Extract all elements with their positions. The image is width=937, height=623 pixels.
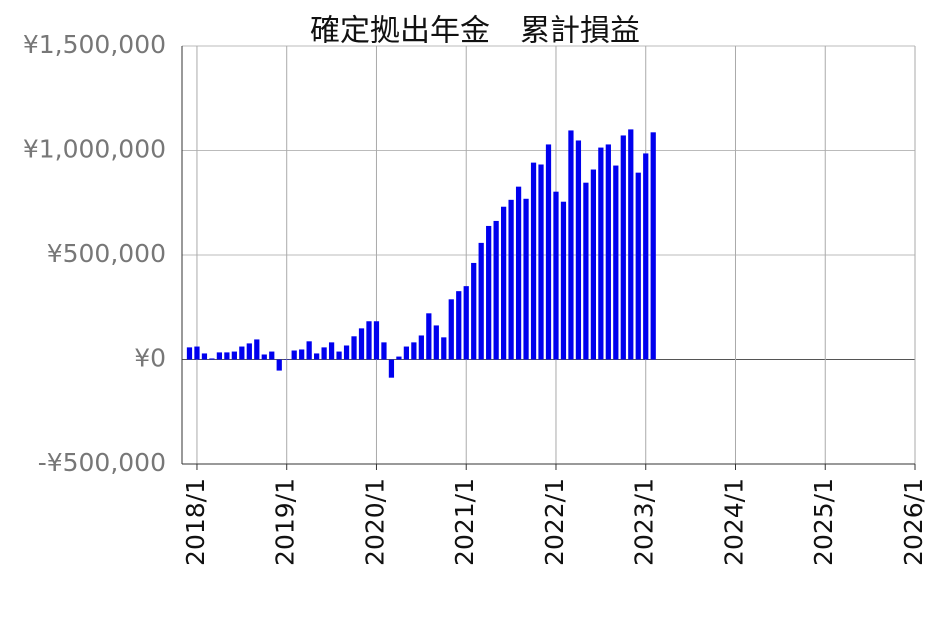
x-tick-label: 2018/1 — [181, 478, 210, 566]
bar — [403, 346, 410, 360]
bar — [456, 291, 462, 360]
bar — [501, 206, 507, 360]
bar — [201, 353, 208, 360]
bar — [358, 328, 365, 360]
bar — [314, 353, 320, 360]
bar — [478, 242, 484, 360]
y-tick-label: ¥1,000,000 — [23, 135, 166, 164]
bar — [194, 346, 200, 360]
bar — [553, 191, 559, 360]
bar — [441, 337, 447, 360]
bar — [650, 132, 656, 360]
bar — [493, 220, 499, 360]
bar — [351, 336, 357, 360]
bar — [321, 347, 327, 360]
bar — [433, 325, 439, 360]
y-tick-label: ¥0 — [134, 344, 166, 373]
x-tick-label: 2026/1 — [899, 478, 928, 566]
bar — [590, 169, 596, 360]
x-tick-label: 2024/1 — [719, 478, 748, 566]
bar — [396, 356, 402, 360]
bar — [336, 351, 342, 360]
bar — [538, 164, 544, 360]
y-tick-label: ¥500,000 — [47, 239, 166, 268]
x-tick-label: 2025/1 — [809, 478, 838, 566]
bar — [381, 342, 387, 360]
bar — [299, 349, 305, 360]
bar — [583, 182, 589, 360]
bar — [269, 351, 275, 360]
bar — [598, 147, 604, 360]
bar — [254, 339, 260, 360]
bar — [418, 335, 424, 360]
y-tick-label: -¥500,000 — [38, 448, 166, 477]
bar — [216, 352, 223, 360]
bar — [276, 359, 282, 371]
bar — [388, 359, 395, 378]
bar — [291, 350, 297, 360]
bar — [366, 321, 372, 360]
bar — [523, 198, 529, 360]
bar — [568, 130, 574, 360]
x-tick-label: 2019/1 — [271, 478, 300, 566]
bar — [209, 358, 215, 360]
bar — [239, 346, 245, 360]
x-tick-label: 2020/1 — [360, 478, 389, 566]
bar — [620, 135, 626, 360]
bar — [486, 225, 492, 360]
bar — [343, 345, 350, 360]
bar — [545, 144, 552, 360]
x-tick-label: 2022/1 — [540, 478, 569, 566]
bar — [463, 286, 469, 360]
bar — [186, 347, 193, 360]
bar — [246, 343, 252, 360]
x-tick-label: 2023/1 — [630, 478, 659, 566]
y-tick-label: ¥1,500,000 — [23, 30, 166, 59]
bar — [515, 186, 522, 360]
bar — [613, 165, 619, 360]
bar — [328, 342, 335, 360]
bar — [605, 144, 611, 360]
bar — [635, 172, 641, 360]
bar — [643, 153, 649, 360]
bar — [373, 321, 380, 360]
bar — [628, 129, 634, 360]
bar — [508, 199, 514, 360]
bar — [426, 313, 432, 360]
x-tick-label: 2021/1 — [450, 478, 479, 566]
bar — [231, 351, 237, 360]
bar — [530, 162, 537, 360]
bar — [560, 201, 567, 360]
bar — [471, 262, 477, 360]
bar — [575, 140, 582, 360]
bar — [306, 341, 312, 360]
bar — [411, 342, 417, 360]
bar — [261, 354, 267, 360]
bar — [224, 352, 230, 360]
chart-title: 確定拠出年金 累計損益 — [310, 14, 640, 49]
bar — [448, 299, 454, 360]
